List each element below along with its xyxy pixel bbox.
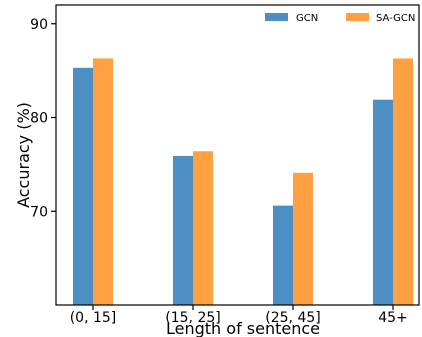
bar-sa-gcn-2: [193, 151, 213, 305]
bar-sa-gcn-4: [393, 58, 413, 305]
legend-label: SA-GCN: [376, 13, 415, 24]
bar-gcn-2: [173, 155, 193, 305]
y-axis: 70 80 90: [30, 17, 56, 220]
x-tick-label: (15, 25]: [165, 310, 220, 326]
plot-frame: [55, 4, 420, 306]
legend-swatch: [265, 13, 288, 21]
bar-sa-gcn-1: [93, 58, 113, 305]
legend-label: GCN: [296, 13, 318, 24]
x-tick-label: 45+: [378, 310, 408, 326]
x-axis-title: Length of sentence: [166, 319, 320, 337]
legend: GCN SA-GCN: [265, 13, 415, 24]
bar-gcn-3: [273, 205, 293, 305]
legend-swatch: [346, 13, 369, 21]
y-tick-label: 70: [30, 204, 48, 220]
y-tick-label: 90: [30, 17, 48, 33]
bars-layer: [73, 58, 413, 305]
x-axis: (0, 15] (15, 25] (25, 45] 45+: [70, 305, 408, 326]
x-tick-label: (0, 15]: [70, 310, 117, 326]
bar-gcn-4: [373, 99, 393, 305]
y-tick-label: 80: [30, 111, 48, 127]
bar-sa-gcn-3: [293, 172, 313, 305]
y-axis-title: Accuracy (%): [14, 102, 33, 208]
bar-gcn-1: [73, 67, 93, 305]
x-tick-label: (25, 45]: [265, 310, 320, 326]
